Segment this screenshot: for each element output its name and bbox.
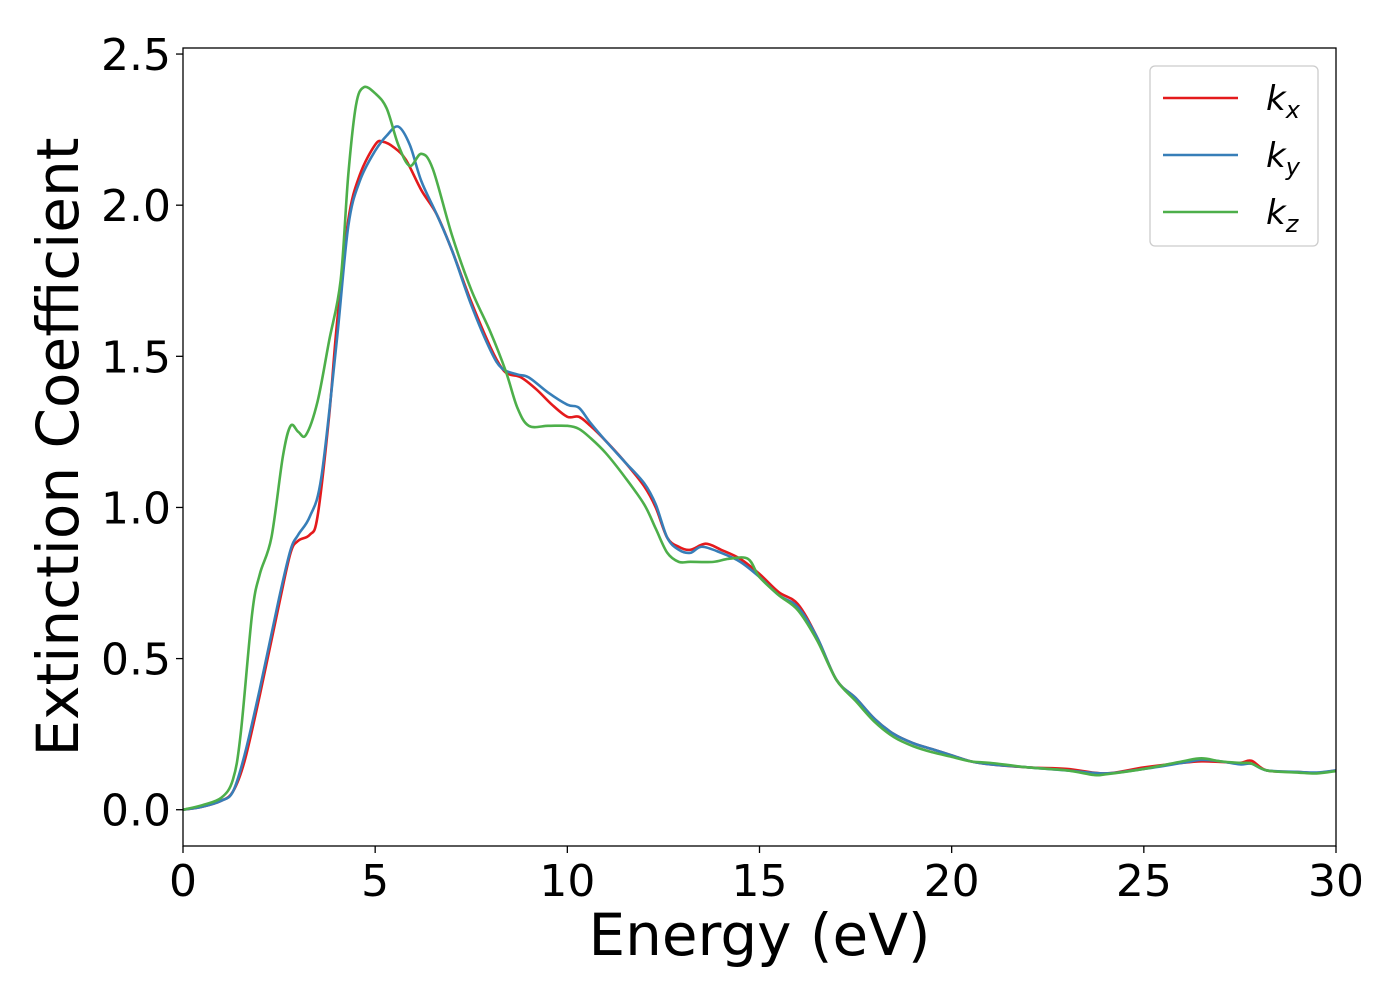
y-tick-label: 0.0 (101, 786, 171, 837)
legend-label-z: kz (1266, 193, 1300, 238)
y-tick-label: 2.0 (101, 181, 171, 232)
x-axis-ticks: 0 5 10 15 20 25 30 (169, 846, 1364, 907)
y-axis-label: Extinction Coefficient (24, 138, 92, 757)
legend-label-x: kx (1266, 79, 1301, 124)
x-tick-label: 10 (539, 856, 595, 907)
x-tick-label: 15 (732, 856, 788, 907)
y-tick-label: 1.5 (101, 332, 171, 383)
x-axis-label: Energy (eV) (588, 901, 930, 969)
x-tick-label: 30 (1308, 856, 1364, 907)
x-tick-label: 25 (1116, 856, 1172, 907)
x-tick-label: 0 (169, 856, 197, 907)
x-tick-label: 20 (924, 856, 980, 907)
series-layer (183, 85, 1336, 812)
y-tick-label: 0.5 (101, 635, 171, 686)
legend-label-y: ky (1266, 136, 1301, 181)
y-axis-ticks: 0.0 0.5 1.0 1.5 2.0 2.5 (101, 30, 183, 837)
y-tick-label: 1.0 (101, 483, 171, 534)
y-tick-label: 2.5 (101, 30, 171, 81)
legend: kx ky kz (1149, 65, 1319, 247)
x-tick-label: 5 (361, 856, 389, 907)
series-line-z (183, 85, 1336, 811)
